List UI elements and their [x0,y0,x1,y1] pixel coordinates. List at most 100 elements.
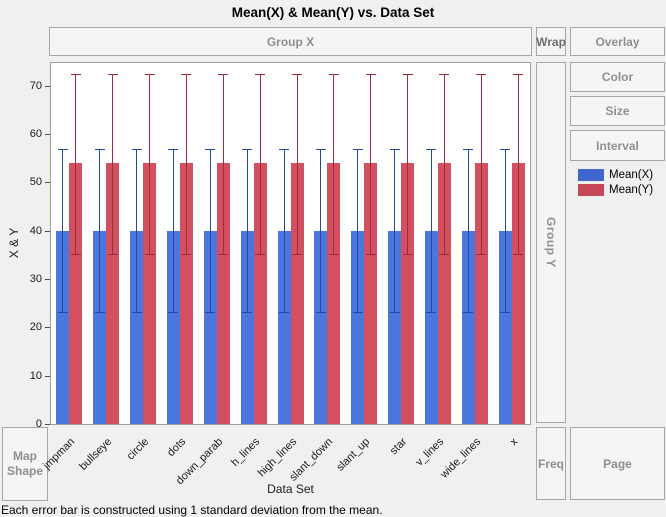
drop-zone-page[interactable]: Page [570,427,665,500]
bar-meany-down_parab[interactable] [216,163,230,424]
error-bar [246,148,248,313]
error-bar [296,74,298,255]
error-bar [365,74,376,76]
error-bar [402,253,413,255]
bar-meanx-circle[interactable] [130,230,144,424]
error-bar [500,311,511,313]
drop-zone-page-label: Page [603,456,632,471]
bar-meanx-wide_lines[interactable] [461,230,475,424]
x-axis-title: Data Set [267,482,314,496]
drop-zone-group-y-label: Group Y [544,217,558,268]
bar-meanx-dots[interactable] [166,230,180,424]
drop-zone-interval[interactable]: Interval [570,130,665,161]
bar-meanx-v_lines[interactable] [424,230,438,424]
drop-zone-size[interactable]: Size [570,96,665,126]
bar-meanx-high_lines[interactable] [277,230,291,424]
bar-meany-x[interactable] [511,163,525,424]
bar-meany-slant_down[interactable] [327,163,341,424]
bar-meanx-x[interactable] [498,230,512,424]
error-bar [107,253,118,255]
error-bar [279,311,289,313]
bar-meanx-star[interactable] [388,230,402,424]
error-bar [283,148,285,313]
bar-meanx-bullseye[interactable] [93,230,107,424]
error-bar [320,148,322,313]
y-tick-label: 50 [29,176,42,189]
error-bar [75,74,77,255]
error-bar [480,74,482,255]
error-bar [439,253,450,255]
drop-zone-group-x[interactable]: Group X [49,27,532,56]
error-bar [242,311,253,313]
error-bar [136,148,138,313]
error-bar [389,311,400,313]
error-bar [426,148,437,150]
error-bar [57,311,68,313]
bar-meanx-jmpman[interactable] [56,230,70,424]
error-bar [500,148,511,150]
error-bar [394,148,396,313]
legend: Mean(X) Mean(Y) [578,167,653,197]
bar-meanx-down_parab[interactable] [203,230,217,424]
drop-zone-freq[interactable]: Freq [536,427,566,500]
bar-meany-v_lines[interactable] [437,163,451,424]
error-bar [467,148,469,313]
error-bar [149,74,151,255]
drop-zone-color[interactable]: Color [570,62,665,92]
bar-meanx-slant_down[interactable] [314,230,328,424]
drop-zone-group-x-label: Group X [266,34,315,49]
drop-zone-interval-label: Interval [596,138,639,153]
drop-zone-map-shape-label: Map Shape [6,449,43,478]
error-bar [62,148,64,313]
error-bar [292,74,302,76]
chart-title: Mean(X) & Mean(Y) vs. Data Set [231,5,435,20]
error-bar [242,148,253,150]
error-bar [209,148,211,313]
bar-meany-slant_up[interactable] [364,163,378,424]
legend-swatch-mean-x[interactable] [578,168,604,181]
bar-meany-high_lines[interactable] [290,163,304,424]
error-bar [255,253,266,255]
error-bar [513,74,524,76]
bar-meany-dots[interactable] [179,163,193,424]
bar-meany-jmpman[interactable] [69,163,83,424]
error-bar [144,74,155,76]
error-bar [70,74,81,76]
x-tick-label: x [507,435,520,449]
error-bar [292,253,302,255]
drop-zone-size-label: Size [605,104,630,118]
error-bar [476,74,487,76]
error-bar [333,74,335,255]
y-tick-label: 30 [29,273,42,286]
error-bar [168,148,179,150]
error-bar [205,148,216,150]
bar-meany-star[interactable] [401,163,415,424]
bar-meany-h_lines[interactable] [253,163,267,424]
bar-meany-circle[interactable] [143,163,157,424]
bar-meany-wide_lines[interactable] [474,163,488,424]
drop-zone-map-shape[interactable]: Map Shape [2,427,48,501]
legend-item-mean-x: Mean(X) [578,167,653,182]
error-bar [172,148,174,313]
error-bar [168,311,179,313]
bar-meanx-slant_up[interactable] [351,230,365,424]
bar-meanx-h_lines[interactable] [240,230,254,424]
error-bar [70,253,81,255]
error-bar [476,253,487,255]
drop-zone-overlay[interactable]: Overlay [570,27,665,56]
plot-area[interactable] [50,62,531,425]
bar-meany-bullseye[interactable] [106,163,120,424]
error-bar [463,311,474,313]
drop-zone-wrap[interactable]: Wrap [536,27,566,56]
error-bar [328,253,339,255]
error-bar [259,74,261,255]
drop-zone-group-y[interactable]: Group Y [536,62,566,423]
error-bar [255,74,266,76]
error-bar [504,148,506,313]
error-bar [370,74,372,255]
error-bar [402,74,413,76]
error-bar [144,253,155,255]
legend-swatch-mean-y[interactable] [578,183,604,196]
error-bar [107,74,118,76]
